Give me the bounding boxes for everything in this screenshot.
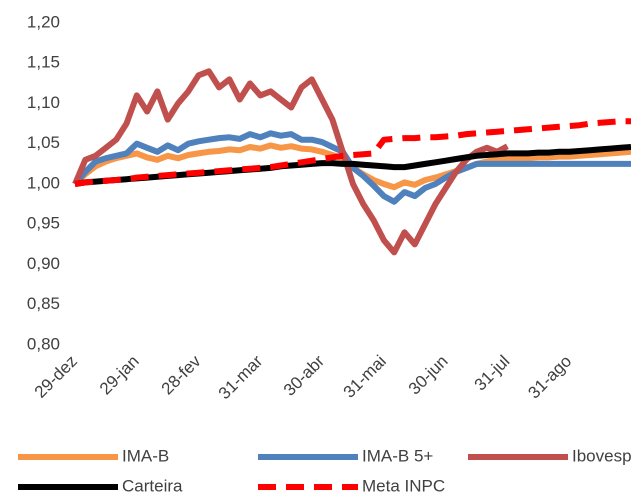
- x-tick-label: 28-fev: [158, 351, 205, 398]
- y-tick-label: 0,90: [27, 254, 60, 273]
- legend-label: Carteira: [122, 476, 183, 494]
- legend-label: IMA-B 5+: [362, 446, 433, 465]
- series-line: [72, 130, 631, 205]
- x-tick-label: 31-mar: [215, 351, 267, 403]
- y-tick-label: 1,15: [27, 53, 60, 72]
- y-tick-label: 1,05: [27, 133, 60, 152]
- x-tick-label: 30-abr: [280, 351, 328, 399]
- y-tick-label: 1,10: [27, 93, 60, 112]
- x-tick-label: 31-jul: [471, 352, 514, 395]
- legend-label: Meta INPC: [362, 476, 445, 494]
- y-tick-label: 0,85: [27, 294, 60, 313]
- x-tick-label: 29-jan: [96, 352, 143, 399]
- x-tick-label: 31-mai: [340, 352, 390, 402]
- y-tick-label: 0,95: [27, 214, 60, 233]
- y-tick-label: 1,20: [27, 12, 60, 31]
- series-line: [72, 68, 509, 256]
- y-tick-label: 1,00: [27, 173, 60, 192]
- series-line: [74, 118, 631, 187]
- x-tick-label: 30-jun: [405, 352, 452, 399]
- x-tick-label: 29-dez: [31, 352, 81, 402]
- y-tick-label: 0,80: [27, 334, 60, 353]
- x-tick-label: 31-ago: [524, 352, 575, 403]
- legend-label: IMA-B: [122, 446, 169, 465]
- legend-label: Ibovespa: [572, 446, 631, 465]
